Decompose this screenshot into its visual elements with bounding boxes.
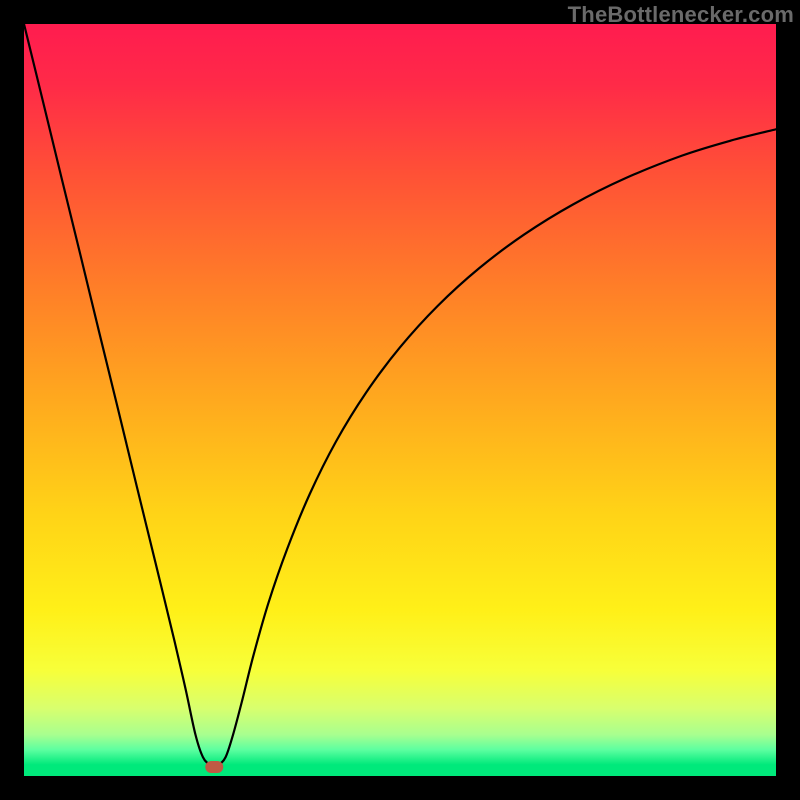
- watermark-label: TheBottlenecker.com: [568, 2, 794, 28]
- plot-background: [24, 24, 776, 776]
- bottleneck-chart: [0, 0, 800, 800]
- chart-stage: TheBottlenecker.com: [0, 0, 800, 800]
- recommended-marker: [205, 761, 223, 773]
